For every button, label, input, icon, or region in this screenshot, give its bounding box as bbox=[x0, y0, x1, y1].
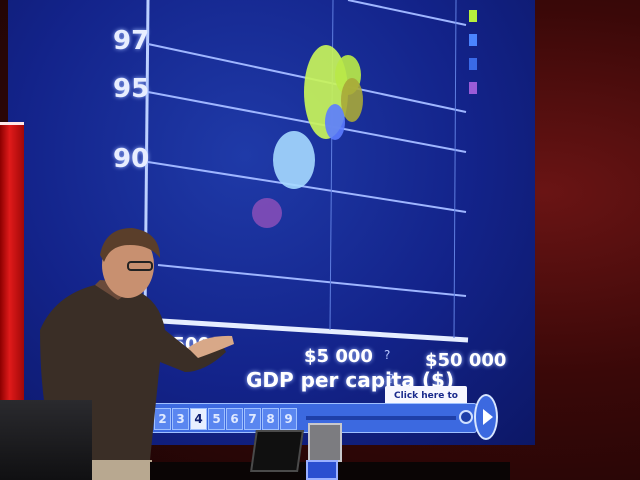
y-tick-90: 90 bbox=[113, 144, 150, 174]
year-button-active[interactable]: 4 bbox=[190, 408, 207, 430]
bubble-olive bbox=[341, 78, 363, 122]
bubble-purple bbox=[252, 198, 282, 228]
year-button[interactable]: 5 bbox=[208, 408, 225, 430]
year-button[interactable]: 6 bbox=[226, 408, 243, 430]
gridline-90 bbox=[147, 161, 467, 213]
gridline-95 bbox=[147, 91, 467, 153]
year-button[interactable]: 2 bbox=[154, 408, 171, 430]
bubble-blue bbox=[325, 104, 345, 140]
question-mark: ? bbox=[384, 348, 391, 362]
legend-swatch-purple bbox=[469, 82, 477, 94]
year-button[interactable]: 9 bbox=[280, 408, 297, 430]
legend-swatch-green bbox=[469, 10, 477, 22]
red-pillar bbox=[0, 125, 24, 400]
podium bbox=[0, 400, 92, 480]
x-tick-500: $500 bbox=[160, 334, 211, 355]
gridline-low bbox=[157, 264, 467, 297]
laptop bbox=[250, 430, 304, 472]
play-icon[interactable] bbox=[474, 394, 498, 440]
x-tick-50000: $50 000 bbox=[425, 350, 507, 371]
y-tick-97: 97 bbox=[113, 26, 150, 56]
x-tick-5000: $5 000 bbox=[304, 346, 373, 367]
timeline-knob[interactable] bbox=[459, 410, 473, 424]
device-box bbox=[308, 423, 342, 462]
bubble-cyan bbox=[273, 131, 315, 189]
question-mark: ? bbox=[388, 372, 395, 386]
timeline-track bbox=[306, 416, 456, 420]
monitor-glow bbox=[306, 460, 338, 480]
gridline-vert-2 bbox=[453, 0, 457, 339]
y-tick-95: 95 bbox=[113, 74, 150, 104]
year-button[interactable]: 7 bbox=[244, 408, 261, 430]
year-button[interactable]: 8 bbox=[262, 408, 279, 430]
projection-screen: 97 95 90 $500 $5 000 $50 000 ? ? GDP per… bbox=[8, 0, 535, 445]
year-button[interactable]: 3 bbox=[172, 408, 189, 430]
legend-swatch-blue-2 bbox=[469, 58, 477, 70]
legend-swatch-blue bbox=[469, 34, 477, 46]
gridline-top bbox=[347, 0, 467, 26]
bubble-chart bbox=[143, 0, 469, 343]
